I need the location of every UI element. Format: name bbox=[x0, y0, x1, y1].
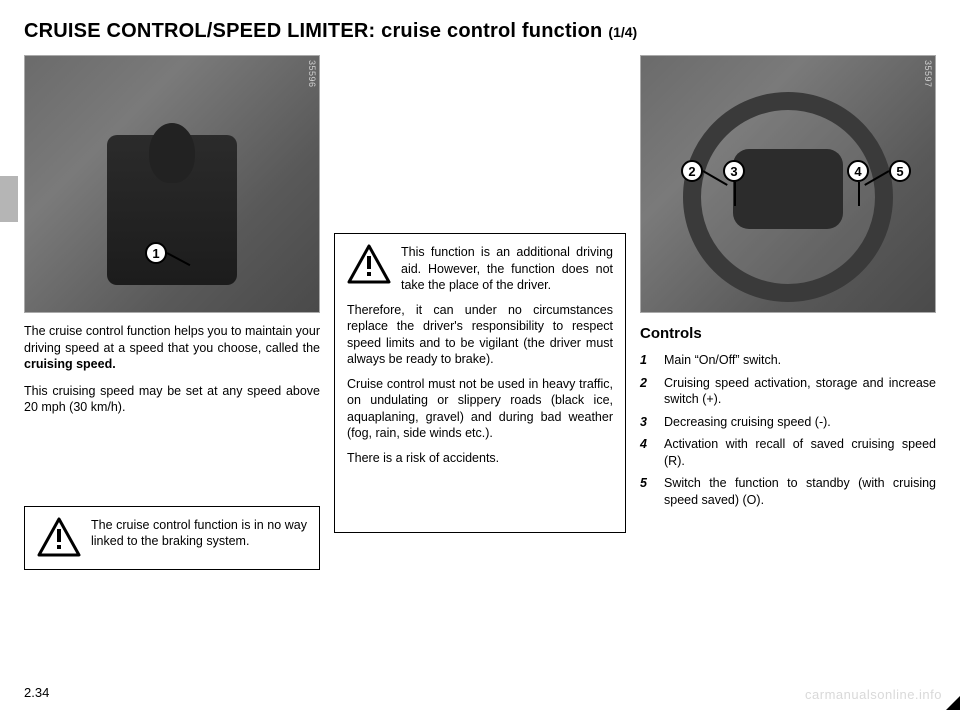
controls-list: 1 Main “On/Off” switch. 2 Cruising speed… bbox=[640, 346, 936, 508]
intro-para-1: The cruise control function helps you to… bbox=[24, 323, 320, 373]
callout-4: 4 bbox=[847, 160, 869, 182]
callout-bubble-5: 5 bbox=[889, 160, 911, 182]
page-corner-icon bbox=[946, 696, 960, 710]
warning-box-main: This function is an additional driving a… bbox=[334, 233, 626, 533]
callout-bubble-1: 1 bbox=[145, 242, 167, 264]
column-right: 35597 2 3 4 bbox=[640, 55, 936, 570]
title-main: CRUISE CONTROL/SPEED LIMITER: cruise con… bbox=[24, 20, 602, 43]
title-part: (1/4) bbox=[608, 24, 637, 40]
warn-main-p4: There is a risk of accidents. bbox=[347, 450, 613, 467]
page-title: CRUISE CONTROL/SPEED LIMITER: cruise con… bbox=[24, 20, 936, 43]
content-columns: 35596 1 The cruise control function help… bbox=[24, 53, 936, 570]
callout-bubble-2: 2 bbox=[681, 160, 703, 182]
warning-icon bbox=[37, 517, 81, 557]
section-tab bbox=[0, 176, 18, 222]
callout-1: 1 bbox=[145, 242, 167, 264]
warning-icon bbox=[347, 244, 391, 284]
callout-5: 5 bbox=[889, 160, 911, 182]
figure-console: 35596 1 bbox=[24, 55, 320, 313]
warn-main-p2: Therefore, it can under no circumstances… bbox=[347, 302, 613, 368]
wheel-hub-illustration bbox=[733, 149, 843, 229]
callout-3: 3 bbox=[723, 160, 745, 182]
control-item: 5 Switch the function to standby (with c… bbox=[640, 475, 936, 508]
callout-bubble-3: 3 bbox=[723, 160, 745, 182]
column-left: 35596 1 The cruise control function help… bbox=[24, 55, 320, 570]
watermark: carmanualsonline.info bbox=[805, 687, 942, 702]
manual-page: CRUISE CONTROL/SPEED LIMITER: cruise con… bbox=[0, 0, 960, 710]
warning-small-text: The cruise control function is in no way… bbox=[91, 517, 307, 550]
controls-heading: Controls bbox=[640, 325, 936, 342]
warn-main-p3: Cruise control must not be used in heavy… bbox=[347, 376, 613, 442]
warning-box-small: The cruise control function is in no way… bbox=[24, 506, 320, 570]
warn-main-p1: This function is an additional driving a… bbox=[401, 244, 613, 294]
control-item: 3 Decreasing cruising speed (-). bbox=[640, 414, 936, 431]
control-item: 4 Activation with recall of saved cruisi… bbox=[640, 436, 936, 469]
column-middle: This function is an additional driving a… bbox=[334, 55, 626, 570]
figure-wheel: 35597 2 3 4 bbox=[640, 55, 936, 313]
page-number: 2.34 bbox=[24, 685, 49, 700]
callout-2: 2 bbox=[681, 160, 703, 182]
shifter-illustration bbox=[149, 123, 195, 183]
control-item: 1 Main “On/Off” switch. bbox=[640, 352, 936, 369]
intro-para-2: This cruising speed may be set at any sp… bbox=[24, 383, 320, 416]
callout-bubble-4: 4 bbox=[847, 160, 869, 182]
control-item: 2 Cruising speed activation, storage and… bbox=[640, 375, 936, 408]
